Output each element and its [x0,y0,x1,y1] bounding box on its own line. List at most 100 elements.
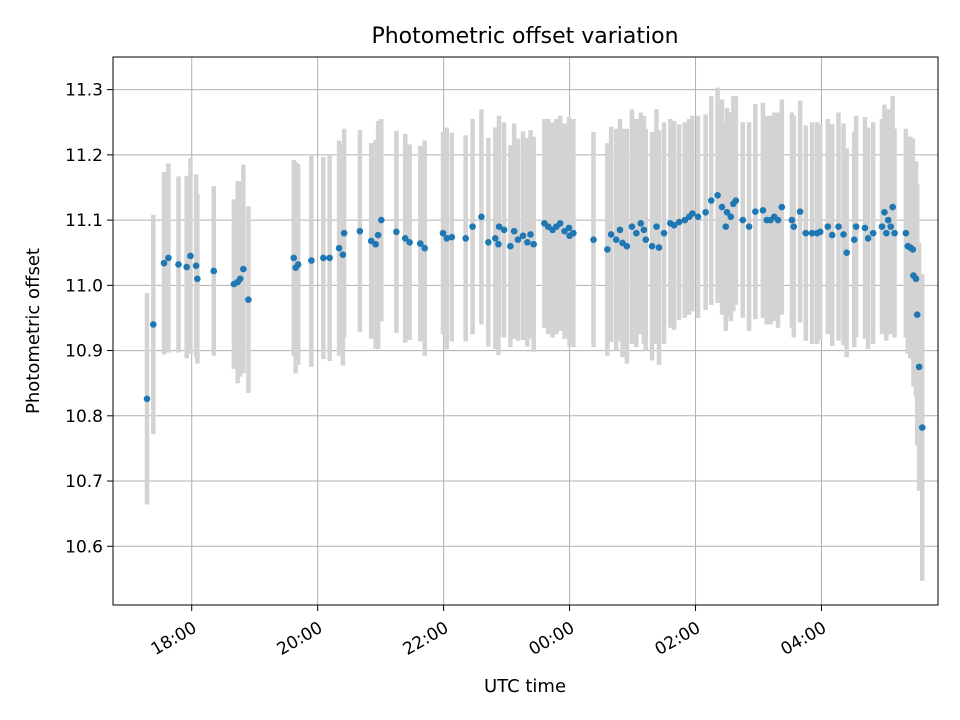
data-point [530,240,537,248]
data-point [796,208,804,215]
data-point [570,229,577,237]
data-point [401,235,409,242]
data-point [143,395,151,403]
data-point [759,207,767,214]
data-point [165,254,172,262]
data-point [623,242,631,250]
data-point [824,223,832,230]
data-point [556,220,564,227]
data-point [637,220,645,227]
data-point [210,267,218,275]
data-point [864,235,872,242]
data-point [377,216,385,224]
data-point [640,226,648,234]
y-axis-ticks: 10.6 10.7 10.8 10.9 11.0 11.1 11.2 11.3 [65,81,113,557]
data-point [628,223,636,230]
data-point [774,216,782,224]
data-point [290,254,298,262]
data-point [507,242,514,250]
data-point [828,231,836,239]
y-tick-label: 11.0 [65,276,103,296]
data-point [607,231,615,238]
data-point [491,235,499,242]
data-point [752,208,759,215]
data-point [150,321,157,328]
data-point [660,229,668,237]
data-point [655,244,663,251]
data-point [675,218,683,226]
y-tick-label: 10.8 [65,407,103,427]
y-tick-label: 10.9 [65,342,103,362]
data-point [448,233,456,241]
data-point [884,216,892,224]
data-point [883,229,890,237]
data-point [702,208,709,216]
data-point [417,240,424,247]
data-point [915,363,923,371]
data-point [689,210,696,217]
data-point [902,229,910,237]
data-point [790,223,798,230]
data-point [788,216,796,224]
data-point [670,222,678,229]
data-point [187,252,194,260]
data-point [642,236,650,243]
data-point [694,213,702,221]
data-point [183,263,190,271]
data-point [495,240,502,248]
data-point [590,236,597,243]
y-tick-label: 10.6 [65,537,103,557]
data-point [160,259,168,267]
data-point [723,208,731,216]
data-point [469,223,476,230]
data-point [739,216,747,224]
data-point [835,223,842,230]
data-point [308,257,315,264]
data-point [439,229,447,237]
data-point [565,224,573,232]
data-point [335,244,343,252]
data-point [869,229,877,237]
data-point [913,311,921,318]
y-tick-label: 10.7 [65,472,103,492]
data-point [616,226,624,234]
data-point [514,236,522,243]
y-axis-label: Photometric offset [23,248,44,414]
y-tick-label: 11.1 [65,211,103,231]
data-point [840,231,847,238]
data-point [714,192,721,199]
data-point [653,223,660,230]
data-point [443,235,451,242]
data-point [393,228,400,236]
chart-title: Photometric offset variation [371,24,678,49]
data-point [192,262,200,270]
data-point [294,261,302,268]
data-point [500,226,508,234]
data-point [374,231,382,239]
data-point [718,203,726,211]
data-point [850,236,858,243]
data-point [326,254,333,262]
data-point [802,229,810,237]
data-point [732,197,740,204]
plot-area-frame [112,56,939,606]
data-point [918,424,926,431]
data-point [891,229,898,237]
data-point [745,223,753,230]
data-point [478,213,485,221]
data-point [612,236,620,243]
data-point [887,223,895,230]
data-point [524,238,531,246]
data-point [633,229,640,237]
data-point [240,265,247,273]
data-point [909,246,917,253]
data-point [406,238,413,246]
data-point [604,246,611,253]
data-point [519,232,527,240]
data-point [421,244,429,252]
data-point [236,275,244,283]
data-point [707,197,715,204]
y-tick-label: 11.2 [65,146,103,166]
